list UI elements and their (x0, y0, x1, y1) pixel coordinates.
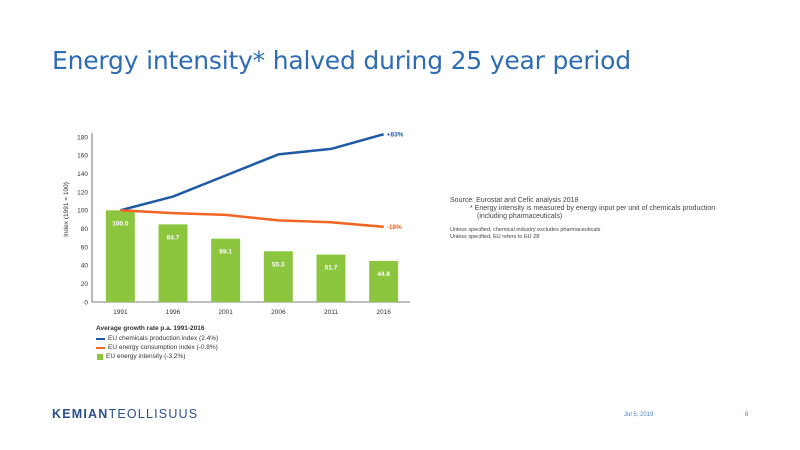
company-logo: KEMIANTEOLLISUUS (52, 407, 198, 421)
y-tick-label: 160 (77, 153, 88, 160)
x-tick-label: 1996 (166, 309, 181, 316)
legend-swatch-consumption (96, 346, 105, 349)
bar-value-label: 84.7 (167, 234, 180, 241)
note-pharma: Unless specified, chemical industry excl… (450, 227, 601, 233)
bar-value-label: 55.3 (272, 261, 285, 268)
y-tick-label: 100 (77, 208, 88, 215)
bar (263, 251, 293, 302)
page-number: 8 (745, 412, 749, 418)
footer-date: Jul 5, 2019 (624, 412, 654, 418)
y-axis-label: Index (1991 = 100) (63, 182, 70, 237)
y-tick-label: 140 (77, 171, 88, 178)
y-tick-label: 0 (84, 299, 88, 306)
y-tick-label: 20 (81, 281, 89, 288)
legend-title: Average growth rate p.a. 1991-2016 (96, 325, 205, 332)
bar (211, 238, 241, 302)
chart-legend: Average growth rate p.a. 1991-2016 EU ch… (96, 325, 218, 361)
bar-value-label: 44.8 (377, 271, 390, 278)
legend-label-intensity: EU energy intensity (-3.2%) (106, 353, 186, 360)
slide-title: Energy intensity* halved during 25 year … (52, 46, 631, 75)
footnote-line-2: (including pharmaceuticals) (477, 213, 563, 220)
series-line (120, 209, 384, 229)
source-text: Source: Eurostat and Cefic analysis 2018 (450, 197, 579, 204)
series-end-label: +83% (387, 131, 404, 138)
legend-item-consumption: EU energy consumption index (-0.8%) (96, 343, 218, 352)
chart: Index (1991 = 100) 0 20 40 60 80 100 120 140 160 1… (63, 131, 410, 316)
bar-value-label: 51.7 (325, 265, 338, 272)
bar (105, 210, 135, 302)
series-end-label: -18% (387, 224, 402, 231)
legend-label-production: EU chemicals production index (2.4%) (108, 335, 219, 342)
bar (369, 260, 399, 302)
y-tick-label: 40 (81, 263, 89, 270)
bar-value-label: 69.1 (219, 249, 232, 256)
legend-item-production: EU chemicals production index (2.4%) (96, 334, 218, 343)
bar-value-label: 100.0 (112, 220, 129, 227)
x-tick-label: 2011 (324, 309, 338, 316)
bar (158, 224, 188, 302)
y-tick-label: 60 (81, 244, 89, 251)
series-line (120, 133, 385, 212)
note-eu28: Unless specified, EU refers to EU 28 (450, 234, 540, 240)
y-tick-label: 120 (77, 189, 88, 196)
source-notes: Source: Eurostat and Cefic analysis 2018… (450, 197, 780, 241)
legend-label-consumption: EU energy consumption index (-0.8%) (108, 344, 218, 351)
footnote-line-1: * Energy intensity is measured by energy… (470, 205, 716, 212)
x-tick-label: 2006 (271, 309, 286, 316)
y-tick-label: 80 (81, 226, 89, 233)
logo-part-1: KEMIAN (52, 407, 109, 421)
legend-swatch-production (96, 337, 105, 340)
legend-swatch-intensity (97, 353, 103, 360)
y-tick-label: 180 (77, 134, 88, 141)
logo-part-2: TEOLLISUUS (108, 407, 199, 421)
legend-item-intensity: EU energy intensity (-3.2%) (96, 352, 218, 361)
bar (316, 254, 346, 302)
x-tick-label: 2001 (218, 309, 233, 316)
x-tick-label: 2016 (376, 309, 391, 316)
x-tick-label: 1991 (113, 309, 128, 316)
